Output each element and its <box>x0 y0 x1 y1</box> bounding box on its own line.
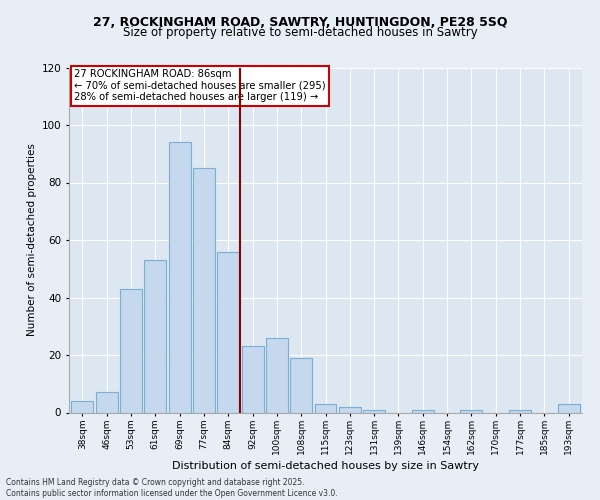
Bar <box>314 404 337 412</box>
Bar <box>557 404 580 412</box>
Text: 27, ROCKINGHAM ROAD, SAWTRY, HUNTINGDON, PE28 5SQ: 27, ROCKINGHAM ROAD, SAWTRY, HUNTINGDON,… <box>93 16 507 29</box>
Bar <box>193 168 215 412</box>
Bar <box>290 358 312 412</box>
Bar <box>96 392 118 412</box>
Bar <box>242 346 263 412</box>
Bar <box>509 410 531 412</box>
Bar <box>169 142 191 412</box>
Bar <box>266 338 288 412</box>
Text: 27 ROCKINGHAM ROAD: 86sqm
← 70% of semi-detached houses are smaller (295)
28% of: 27 ROCKINGHAM ROAD: 86sqm ← 70% of semi-… <box>74 69 326 102</box>
Bar <box>460 410 482 412</box>
Text: Size of property relative to semi-detached houses in Sawtry: Size of property relative to semi-detach… <box>122 26 478 39</box>
Bar <box>145 260 166 412</box>
Bar <box>120 289 142 412</box>
Text: Contains HM Land Registry data © Crown copyright and database right 2025.
Contai: Contains HM Land Registry data © Crown c… <box>6 478 338 498</box>
Bar <box>217 252 239 412</box>
X-axis label: Distribution of semi-detached houses by size in Sawtry: Distribution of semi-detached houses by … <box>172 462 479 471</box>
Bar <box>339 407 361 412</box>
Bar <box>363 410 385 412</box>
Bar <box>71 401 94 412</box>
Bar <box>412 410 434 412</box>
Y-axis label: Number of semi-detached properties: Number of semi-detached properties <box>28 144 37 336</box>
